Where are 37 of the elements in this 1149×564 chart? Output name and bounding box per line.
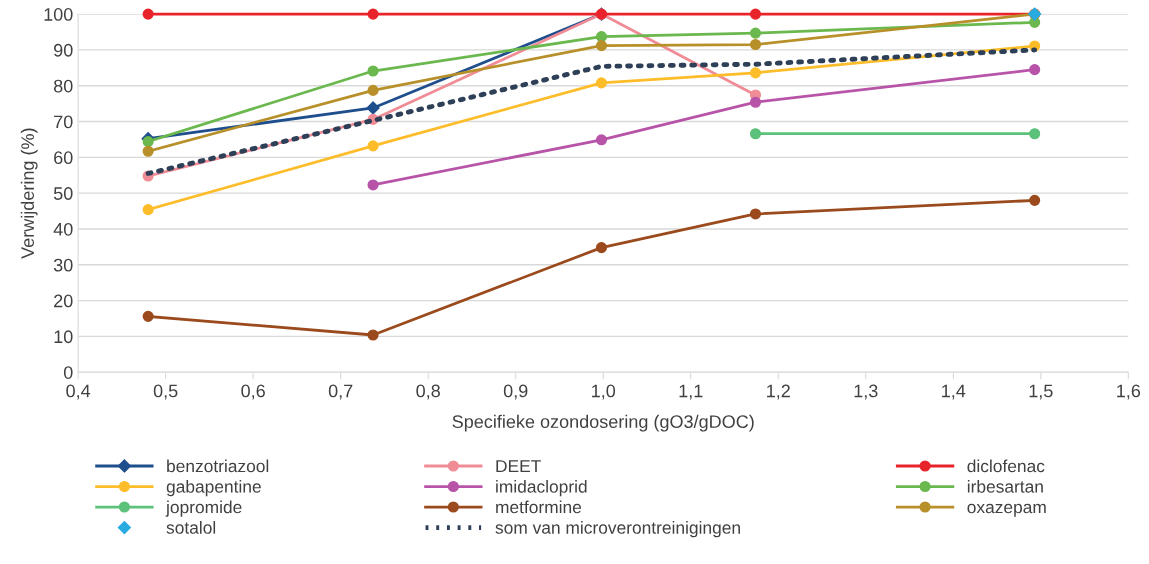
x-tick-label: 0,6: [241, 384, 265, 400]
legend-label: irbesartan: [967, 480, 1043, 493]
x-axis-title: Specifieke ozondosering (gO3/gDOC): [452, 414, 754, 432]
legend-label: gabapentine: [166, 480, 261, 497]
y-tick-label: 20: [54, 294, 73, 308]
y-tick-label: 40: [53, 222, 73, 236]
x-tick-label: 1,6: [1117, 384, 1141, 400]
x-tick-label: 1,1: [679, 384, 703, 400]
y-axis-title: Verwijdering (%): [20, 128, 38, 259]
y-tick-label: 60: [54, 151, 73, 165]
y-tick-label: 90: [54, 43, 73, 57]
legend-label: metformine: [496, 500, 582, 514]
y-tick-label: 50: [53, 187, 73, 200]
legend-label: benzotriazool: [167, 459, 269, 473]
y-tick-label: 70: [54, 115, 73, 129]
y-tick-label: 100: [44, 8, 73, 21]
x-tick-label: 1,3: [854, 384, 878, 400]
x-tick-label: 0,7: [328, 384, 353, 400]
legend-label: imidacloprid: [496, 480, 587, 497]
x-tick-label: 0,8: [416, 384, 440, 400]
x-tick-label: 0,5: [153, 384, 178, 400]
x-tick-label: 1,4: [942, 384, 966, 400]
legend-label: som van microverontreinigingen: [495, 521, 740, 538]
legend-label: diclofenac: [967, 459, 1045, 473]
legend-label: jopromide: [165, 500, 242, 517]
x-tick-label: 1,0: [592, 384, 616, 400]
x-tick-label: 0,4: [66, 384, 91, 400]
y-tick-label: 10: [54, 330, 73, 344]
y-tick-label: 30: [53, 258, 73, 272]
y-tick-label: 80: [53, 79, 73, 93]
legend-label: oxazepam: [967, 503, 1046, 517]
x-tick-label: 0,9: [503, 384, 528, 400]
x-tick-label: 1,2: [767, 384, 790, 400]
y-tick-label: 0: [63, 366, 73, 379]
x-tick-label: 1,5: [1029, 384, 1053, 400]
legend-label: sotalol: [166, 521, 216, 534]
legend-label: DEET: [496, 460, 541, 473]
